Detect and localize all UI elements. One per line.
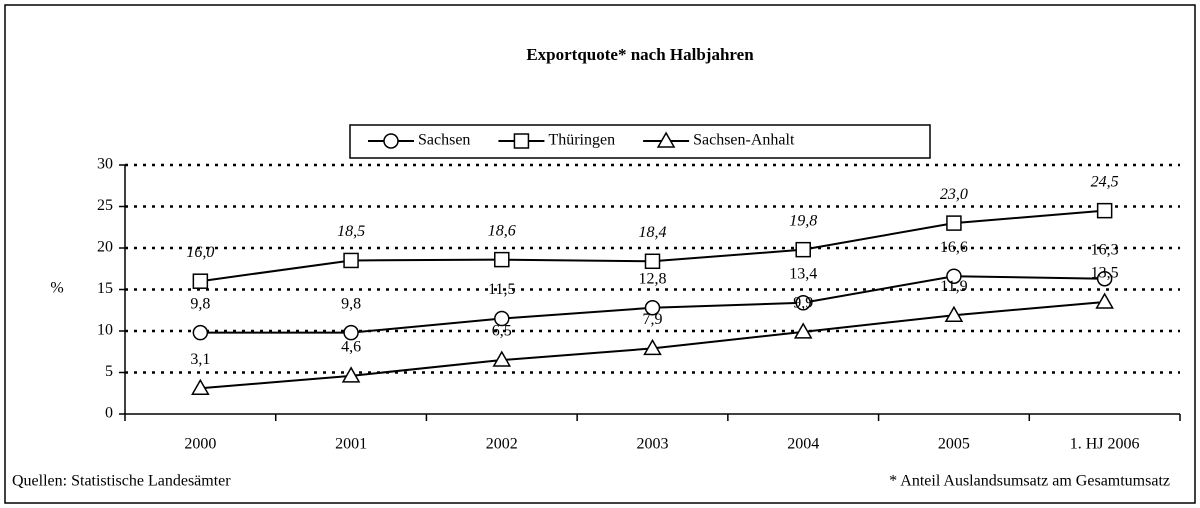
y-axis-label: % xyxy=(50,280,63,297)
data-label: 18,6 xyxy=(488,222,516,239)
data-label: 16,6 xyxy=(940,239,968,256)
y-tick-label: 10 xyxy=(97,322,113,339)
data-label: 4,6 xyxy=(341,338,361,355)
data-label: 13,4 xyxy=(789,265,817,282)
data-label: 6,5 xyxy=(492,323,512,340)
legend-marker xyxy=(656,131,676,148)
data-label: 9,8 xyxy=(341,295,361,312)
data-point xyxy=(644,300,661,316)
data-label: 9,9 xyxy=(793,295,813,312)
source: Quellen: Statistische Landesämter xyxy=(12,473,231,490)
data-point xyxy=(946,215,962,231)
data-label: 3,1 xyxy=(190,351,210,368)
chart-title: Exportquote* nach Halbjahren xyxy=(526,45,754,64)
data-point xyxy=(795,295,811,311)
data-point xyxy=(492,350,512,367)
data-point xyxy=(343,252,359,269)
y-tick-label: 30 xyxy=(97,156,113,173)
data-label: 11,9 xyxy=(940,278,967,295)
data-point xyxy=(494,310,510,327)
data-point xyxy=(343,324,359,341)
y-tick-label: 5 xyxy=(105,363,113,380)
x-tick-label: 2000 xyxy=(184,436,216,453)
legend-label: Sachsen xyxy=(418,132,470,149)
data-point xyxy=(1096,202,1113,219)
legend-box xyxy=(349,124,931,159)
data-label: 23,0 xyxy=(940,186,968,203)
legend-marker xyxy=(513,133,530,149)
data-label: 9,8 xyxy=(190,295,210,312)
legend-marker xyxy=(383,133,399,149)
legend-label: Sachsen-Anhalt xyxy=(693,132,795,149)
x-tick-label: 2005 xyxy=(938,436,970,453)
data-point xyxy=(795,241,811,258)
data-point xyxy=(341,366,361,383)
x-tick-label: 1. HJ 2006 xyxy=(1070,436,1140,453)
data-point xyxy=(1096,270,1113,287)
x-tick-label: 2001 xyxy=(335,436,367,453)
data-label: 16,0 xyxy=(186,244,214,261)
data-point xyxy=(946,268,962,284)
data-label: 12,8 xyxy=(639,270,667,287)
data-point xyxy=(1095,292,1114,309)
x-tick-label: 2003 xyxy=(637,436,669,453)
legend-label: Thüringen xyxy=(548,132,615,149)
footnote: * Anteil Auslandsumsatz am Gesamtumsatz xyxy=(889,473,1170,490)
y-tick-label: 0 xyxy=(105,405,113,422)
x-tick-label: 2004 xyxy=(787,436,819,453)
data-label: 18,4 xyxy=(639,224,667,241)
data-label: 13,5 xyxy=(1091,265,1119,282)
data-label: 19,8 xyxy=(789,212,817,229)
data-point xyxy=(643,338,662,356)
data-label: 16,3 xyxy=(1091,241,1119,258)
x-tick-label: 2002 xyxy=(486,436,518,453)
data-label: 7,9 xyxy=(643,311,663,328)
y-tick-label: 15 xyxy=(97,280,113,297)
y-tick-label: 20 xyxy=(97,239,113,256)
data-point xyxy=(944,305,964,322)
data-label: 18,5 xyxy=(337,223,365,240)
chart-border xyxy=(4,4,1196,504)
data-point xyxy=(191,378,210,396)
y-tick-label: 25 xyxy=(97,197,113,214)
data-label: 11,5 xyxy=(488,281,515,298)
data-point xyxy=(192,324,209,341)
data-point xyxy=(192,273,209,289)
data-label: 24,5 xyxy=(1091,173,1119,190)
data-point xyxy=(644,253,661,270)
data-point xyxy=(494,251,510,268)
data-point xyxy=(793,322,813,339)
